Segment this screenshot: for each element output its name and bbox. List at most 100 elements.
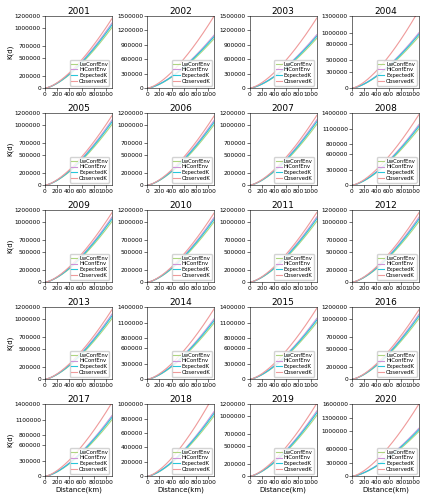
LwConfEnv	[279, 162, 284, 168]
HiConfEnv	[283, 64, 288, 70]
LwConfEnv	[108, 220, 113, 226]
ObservedK	[381, 59, 386, 65]
Line: HiConfEnv: HiConfEnv	[45, 23, 112, 88]
HiConfEnv	[389, 346, 394, 352]
Line: LwConfEnv: LwConfEnv	[249, 38, 316, 88]
ObservedK	[176, 62, 181, 68]
HiConfEnv	[302, 425, 307, 431]
ObservedK	[75, 353, 80, 359]
ObservedK	[381, 158, 386, 164]
ExpectedK	[302, 232, 307, 238]
HiConfEnv	[181, 64, 186, 70]
ObservedK	[389, 150, 394, 156]
Title: 2012: 2012	[373, 201, 396, 210]
ObservedK	[403, 228, 409, 234]
ExpectedK	[82, 153, 87, 159]
HiConfEnv	[97, 428, 102, 434]
LwConfEnv	[109, 218, 115, 224]
ObservedK	[302, 130, 307, 136]
ExpectedK	[42, 376, 47, 382]
ExpectedK	[210, 319, 215, 325]
ExpectedK	[74, 64, 79, 70]
Line: HiConfEnv: HiConfEnv	[249, 318, 316, 379]
LwConfEnv	[246, 376, 251, 382]
Line: HiConfEnv: HiConfEnv	[147, 411, 214, 476]
HiConfEnv	[381, 162, 386, 168]
Line: ExpectedK: ExpectedK	[45, 218, 112, 282]
ExpectedK	[416, 216, 421, 222]
Line: LwConfEnv: LwConfEnv	[45, 124, 112, 185]
ExpectedK	[176, 452, 181, 458]
Line: HiConfEnv: HiConfEnv	[147, 120, 214, 185]
LwConfEnv	[283, 449, 288, 455]
HiConfEnv	[108, 22, 113, 28]
HiConfEnv	[385, 454, 390, 460]
ObservedK	[279, 256, 284, 262]
LwConfEnv	[389, 156, 394, 162]
LwConfEnv	[42, 376, 47, 382]
HiConfEnv	[403, 438, 409, 444]
ExpectedK	[109, 118, 115, 124]
Y-axis label: K(d): K(d)	[7, 433, 13, 448]
ExpectedK	[246, 474, 251, 480]
LwConfEnv	[75, 356, 80, 362]
ExpectedK	[246, 376, 251, 382]
ExpectedK	[75, 64, 80, 70]
LwConfEnv	[144, 474, 150, 480]
ObservedK	[385, 154, 390, 160]
Line: HiConfEnv: HiConfEnv	[249, 411, 316, 476]
Line: ExpectedK: ExpectedK	[249, 320, 316, 379]
ObservedK	[199, 228, 204, 234]
LwConfEnv	[381, 68, 386, 74]
HiConfEnv	[144, 474, 150, 480]
ObservedK	[286, 150, 291, 156]
ObservedK	[302, 228, 307, 234]
ObservedK	[75, 448, 80, 454]
ExpectedK	[286, 153, 291, 159]
ObservedK	[283, 57, 288, 63]
Title: 2017: 2017	[67, 395, 90, 404]
ExpectedK	[380, 458, 386, 464]
ObservedK	[286, 53, 291, 59]
Line: ExpectedK: ExpectedK	[249, 36, 316, 88]
HiConfEnv	[184, 444, 189, 450]
HiConfEnv	[199, 230, 204, 236]
ExpectedK	[108, 315, 113, 321]
ExpectedK	[381, 162, 386, 168]
LwConfEnv	[278, 358, 283, 364]
ObservedK	[42, 376, 47, 382]
LwConfEnv	[348, 376, 354, 382]
ObservedK	[181, 440, 186, 446]
ObservedK	[109, 306, 115, 312]
HiConfEnv	[199, 331, 204, 337]
ExpectedK	[144, 279, 150, 285]
ExpectedK	[246, 85, 251, 91]
ObservedK	[42, 182, 47, 188]
ExpectedK	[78, 60, 83, 66]
ExpectedK	[414, 428, 419, 434]
Line: LwConfEnv: LwConfEnv	[147, 38, 214, 88]
HiConfEnv	[381, 258, 386, 264]
Line: HiConfEnv: HiConfEnv	[45, 314, 112, 379]
ObservedK	[348, 85, 354, 91]
Legend: LwConfEnv, HiConfEnv, ExpectedK, ObservedK: LwConfEnv, HiConfEnv, ExpectedK, Observe…	[376, 448, 415, 473]
HiConfEnv	[42, 279, 47, 285]
ExpectedK	[75, 355, 80, 361]
LwConfEnv	[246, 474, 251, 480]
ObservedK	[314, 112, 319, 118]
HiConfEnv	[348, 85, 354, 91]
ObservedK	[144, 182, 150, 188]
Line: HiConfEnv: HiConfEnv	[147, 217, 214, 282]
ExpectedK	[389, 60, 394, 66]
LwConfEnv	[416, 218, 421, 224]
Line: HiConfEnv: HiConfEnv	[147, 34, 214, 88]
HiConfEnv	[283, 253, 288, 259]
HiConfEnv	[389, 451, 394, 457]
HiConfEnv	[78, 253, 83, 259]
ExpectedK	[42, 85, 47, 91]
ExpectedK	[184, 250, 189, 256]
ObservedK	[403, 27, 409, 33]
ObservedK	[348, 279, 354, 285]
LwConfEnv	[74, 356, 79, 362]
LwConfEnv	[380, 458, 386, 464]
